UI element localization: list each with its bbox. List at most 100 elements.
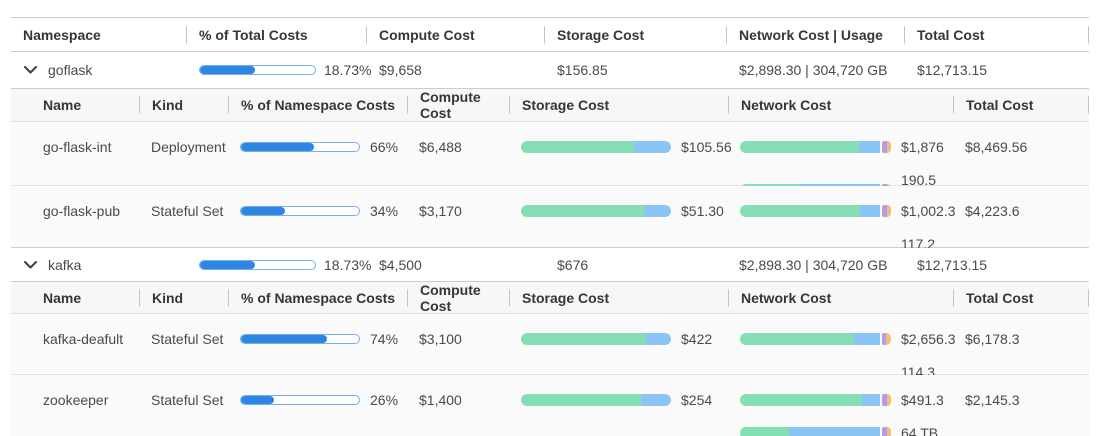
workload-row: go-flask-pub Stateful Set 34% $3,170 $51… (11, 186, 1089, 272)
pct-total-bar (199, 65, 316, 75)
header-total-cost: Total Cost (953, 282, 1089, 314)
workload-name: kafka-deafult (43, 331, 124, 347)
network-cost-usage-value: $2,898.30 | 304,720 GB (739, 256, 888, 273)
compute-cost-value: $9,658 (379, 62, 422, 78)
network-cost-value: $2,656.3 (901, 331, 956, 347)
namespace-name: goflask (48, 62, 93, 78)
network-cost-bar (740, 394, 891, 406)
chevron-down-icon[interactable] (23, 258, 37, 272)
compute-cost-value: $4,500 (379, 256, 422, 273)
pct-namespace-bar (240, 142, 360, 152)
pct-namespace-value: 34% (370, 203, 399, 219)
network-cost-bar (740, 141, 891, 153)
pct-total-value: 18.73% (324, 62, 372, 78)
workload-name: zookeeper (43, 392, 109, 408)
workload-kind: Deployment (151, 139, 226, 155)
workload-table: Name Kind % of Namespace Costs Compute C… (11, 89, 1089, 272)
network-usage-value: 64 TB (901, 425, 939, 436)
workload-row: kafka-deafult Stateful Set 74% $3,100 $4… (11, 314, 1089, 400)
namespace-row[interactable]: goflask 18.73% $9,658 $156.85 $2,898.30 … (11, 52, 1089, 89)
pct-total-cell: 18.73% (186, 257, 371, 273)
header-network-cost: Network Cost (728, 89, 953, 121)
storage-cost-value: $254 (681, 392, 713, 408)
pct-namespace-cell: 26% (228, 375, 407, 436)
header-kind: Kind (139, 282, 228, 314)
pct-namespace-cell: 34% (228, 186, 407, 274)
storage-cost-bar (521, 141, 671, 153)
network-cost-bar (740, 205, 891, 217)
workload-row: go-flask-int Deployment 66% $6,488 $105.… (11, 122, 1089, 208)
pct-namespace-bar (240, 334, 360, 344)
storage-cost-bar (521, 394, 671, 406)
storage-cost-cell: $254 (509, 375, 728, 436)
chevron-down-icon[interactable] (23, 63, 37, 77)
total-cost-value: $4,223.6 (965, 203, 1020, 219)
header-pct-namespace-costs: % of Namespace Costs (228, 282, 407, 314)
compute-cost-value: $3,170 (419, 203, 462, 219)
network-cost-bar (740, 333, 891, 345)
storage-cost-bar (521, 205, 671, 217)
namespace-name: kafka (48, 256, 82, 273)
namespace-name-cell: kafka (11, 257, 186, 273)
header-network-cost: Network Cost (728, 282, 953, 314)
storage-cost-cell: $422 (509, 314, 728, 402)
header-storage-cost: Storage Cost (509, 89, 728, 121)
header-storage-cost: Storage Cost (509, 282, 728, 314)
pct-namespace-value: 74% (370, 331, 399, 347)
network-cost-value: $1,876 (901, 139, 944, 155)
pct-total-bar (199, 259, 316, 270)
pct-namespace-bar (240, 206, 360, 216)
compute-cost-value: $3,100 (419, 331, 462, 347)
pct-namespace-bar (240, 395, 360, 405)
workload-table-header: Name Kind % of Namespace Costs Compute C… (11, 282, 1089, 314)
header-namespace: Namespace (23, 26, 101, 43)
pct-total-cell: 18.73% (186, 62, 371, 78)
storage-cost-value: $105.56 (681, 139, 732, 155)
cost-allocation-table: Namespace % of Total Costs Compute Cost … (11, 17, 1089, 436)
total-cost-value: $8,469.56 (965, 139, 1028, 155)
storage-cost-value: $676 (557, 256, 589, 273)
workload-table: Name Kind % of Namespace Costs Compute C… (11, 282, 1089, 436)
header-compute-cost: Compute Cost (366, 18, 544, 51)
pct-namespace-value: 66% (370, 139, 399, 155)
pct-total-value: 18.73% (324, 256, 372, 273)
compute-cost-value: $6,488 (419, 139, 462, 155)
pct-namespace-value: 26% (370, 392, 399, 408)
header-name: Name (43, 290, 82, 306)
header-pct-total-costs: % of Total Costs (186, 18, 366, 51)
workload-kind: Stateful Set (151, 331, 224, 347)
network-usage-bar (740, 427, 891, 436)
compute-cost-value: $1,400 (419, 392, 462, 408)
total-cost-value: $12,713.15 (917, 256, 988, 273)
total-cost-value: $6,178.3 (965, 331, 1020, 347)
namespace-table-header: Namespace % of Total Costs Compute Cost … (11, 18, 1089, 52)
workload-table-header: Name Kind % of Namespace Costs Compute C… (11, 89, 1089, 122)
storage-cost-value: $156.85 (557, 62, 608, 78)
workload-row: zookeeper Stateful Set 26% $1,400 $254 (11, 375, 1089, 436)
header-total-cost: Total Cost (953, 89, 1089, 121)
header-storage-cost: Storage Cost (544, 18, 726, 51)
network-cost-value: $491.3 (901, 392, 944, 408)
header-kind: Kind (139, 89, 228, 121)
workload-name: go-flask-int (43, 139, 112, 155)
header-name: Name (43, 97, 82, 113)
network-cost-cell: $491.3 64 TB (728, 375, 953, 436)
network-cost-usage-value: $2,898.30 | 304,720 GB (739, 62, 888, 78)
storage-cost-bar (521, 333, 671, 345)
storage-cost-cell: $51.30 (509, 186, 728, 274)
workload-kind: Stateful Set (151, 392, 224, 408)
header-compute-cost: Compute Cost (407, 282, 509, 314)
header-total-cost: Total Cost (904, 18, 1089, 51)
namespace-name-cell: goflask (11, 62, 186, 78)
total-cost-value: $12,713.15 (917, 62, 988, 78)
workload-name: go-flask-pub (43, 203, 121, 219)
storage-cost-value: $422 (681, 331, 713, 347)
workload-kind: Stateful Set (151, 203, 224, 219)
header-pct-namespace-costs: % of Namespace Costs (228, 89, 407, 121)
total-cost-value: $2,145.3 (965, 392, 1020, 408)
header-compute-cost: Compute Cost (407, 89, 509, 121)
namespace-row[interactable]: kafka 18.73% $4,500 $676 $2,898.30 | 304… (11, 248, 1089, 282)
pct-namespace-cell: 66% (228, 122, 407, 210)
header-network-cost-usage: Network Cost | Usage (726, 18, 904, 51)
storage-cost-cell: $105.56 (509, 122, 732, 210)
